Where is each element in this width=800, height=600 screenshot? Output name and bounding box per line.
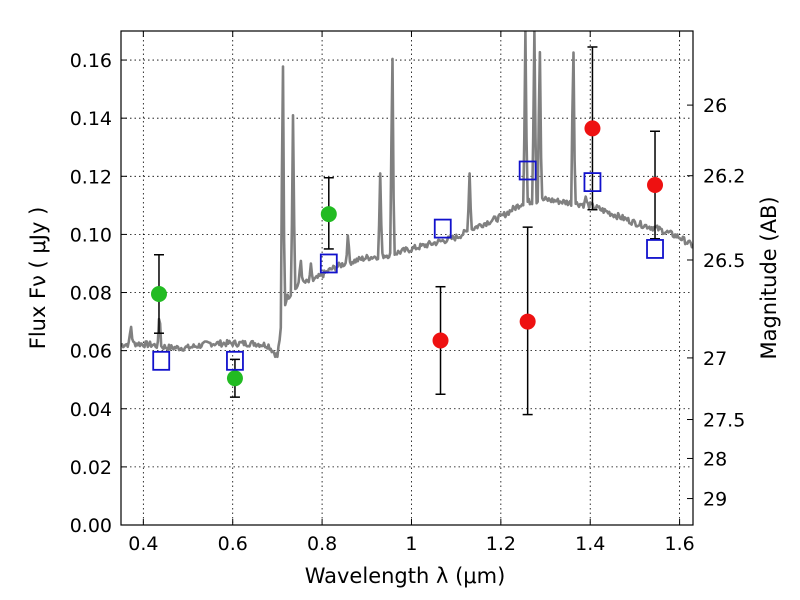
model-photometry-point bbox=[646, 239, 664, 259]
model-photometry-point bbox=[583, 172, 602, 193]
y-tick-label: 0.14 bbox=[70, 108, 112, 130]
x-tick-label: 0.4 bbox=[128, 533, 158, 555]
y-tick-label: 0.10 bbox=[70, 224, 112, 246]
red-detections-point bbox=[647, 177, 664, 194]
x-tick-label: 1.4 bbox=[575, 533, 605, 555]
red-detections-point bbox=[519, 313, 536, 330]
right-tick-label: 26.5 bbox=[703, 250, 745, 272]
y-tick-label: 0.12 bbox=[70, 166, 112, 188]
y-tick-label: 0.00 bbox=[70, 515, 112, 537]
red-detections-point bbox=[432, 332, 449, 349]
x-tick-label: 1.2 bbox=[486, 533, 516, 555]
right-tick-label: 29 bbox=[703, 489, 727, 511]
model-photometry-point bbox=[518, 160, 537, 181]
x-tick-label: 0.6 bbox=[218, 533, 248, 555]
error-bars bbox=[153, 46, 661, 416]
right-tick-label: 27 bbox=[703, 348, 727, 370]
plot-frame bbox=[120, 30, 694, 526]
right-tick-label: 26.2 bbox=[703, 166, 745, 188]
y-tick-label: 0.06 bbox=[70, 341, 112, 363]
x-tick-label: 1 bbox=[405, 533, 417, 555]
gridlines bbox=[121, 31, 693, 526]
x-tick-label: 1.6 bbox=[664, 533, 694, 555]
data-markers bbox=[150, 120, 664, 387]
model-photometry-point bbox=[319, 253, 338, 274]
spectrum-line bbox=[121, 31, 693, 359]
red-detections-point bbox=[584, 120, 601, 137]
model-photometry-point bbox=[433, 218, 452, 239]
model-photometry-point bbox=[152, 350, 171, 371]
right-tick-label: 28 bbox=[703, 448, 727, 470]
model-spectrum bbox=[121, 31, 693, 359]
y-tick-label: 0.02 bbox=[70, 457, 112, 479]
green-detections-point bbox=[320, 206, 337, 223]
x-axis-label: Wavelength λ (μm) bbox=[305, 564, 506, 588]
right-tick-label: 26 bbox=[703, 95, 727, 117]
green-detections-point bbox=[150, 285, 167, 302]
y-axis-label: Flux Fν ( μJy ) bbox=[26, 207, 50, 350]
axis-ticks: 0.4 0.6 0.8 1 1.2 1.4 1.6 0.00 0.02 0.04 0.06 0.08 0… bbox=[70, 31, 745, 555]
right-tick-label: 27.5 bbox=[703, 410, 745, 432]
right-axis-label: Magnitude (AB) bbox=[757, 196, 781, 359]
green-detections-point bbox=[226, 370, 243, 387]
y-tick-label: 0.04 bbox=[70, 399, 112, 421]
x-tick-label: 0.8 bbox=[307, 533, 337, 555]
model-photometry-point bbox=[226, 350, 244, 371]
y-tick-label: 0.16 bbox=[70, 50, 112, 72]
y-tick-label: 0.08 bbox=[70, 283, 112, 305]
